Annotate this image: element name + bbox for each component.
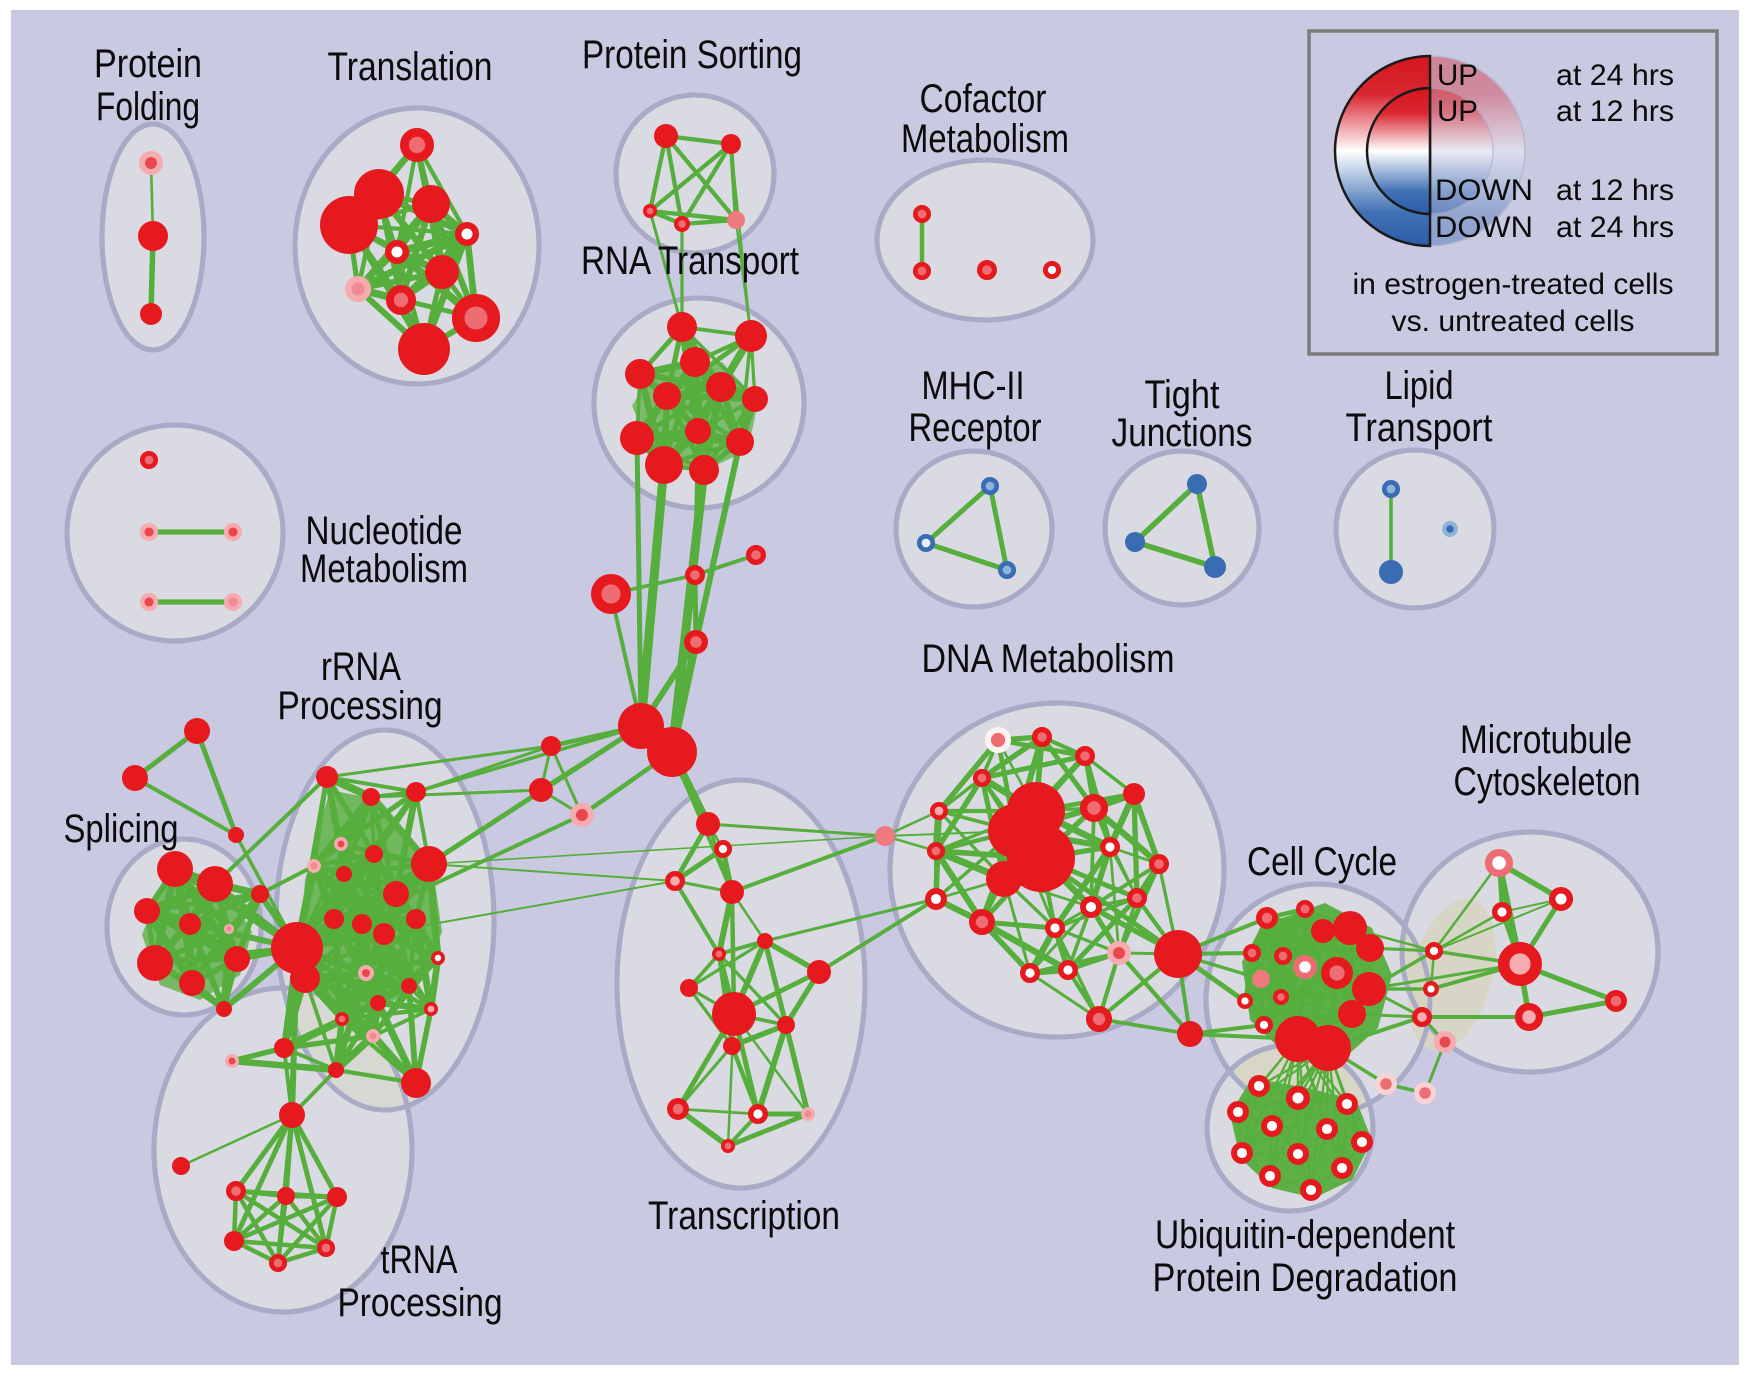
svg-text:Translation: Translation [328,45,493,89]
svg-text:Metabolism: Metabolism [901,117,1069,161]
svg-text:Metabolism: Metabolism [300,547,468,591]
svg-text:MHC-II: MHC-II [922,364,1025,408]
svg-text:Processing: Processing [278,684,443,728]
svg-text:vs. untreated cells: vs. untreated cells [1392,305,1635,338]
svg-text:DOWN: DOWN [1435,174,1533,207]
svg-text:at 12 hrs: at 12 hrs [1556,95,1674,128]
svg-text:Cofactor: Cofactor [920,77,1047,121]
svg-text:Folding: Folding [96,85,200,129]
svg-text:DNA Metabolism: DNA Metabolism [922,637,1175,681]
svg-text:Protein: Protein [94,42,202,86]
svg-text:Cytoskeleton: Cytoskeleton [1454,760,1641,804]
svg-text:DOWN: DOWN [1435,211,1533,244]
svg-text:Lipid: Lipid [1385,364,1454,408]
svg-text:Receptor: Receptor [909,406,1042,450]
svg-text:UP: UP [1437,59,1478,92]
svg-text:Cell Cycle: Cell Cycle [1247,840,1397,884]
svg-text:Tight: Tight [1145,373,1220,417]
svg-text:at 24 hrs: at 24 hrs [1556,211,1674,244]
svg-text:rRNA: rRNA [321,645,401,689]
svg-text:Protein Degradation: Protein Degradation [1153,1256,1458,1300]
svg-text:at 24 hrs: at 24 hrs [1556,59,1674,92]
svg-text:Transport: Transport [1346,406,1493,450]
svg-text:at 12 hrs: at 12 hrs [1556,174,1674,207]
svg-text:Ubiquitin-dependent: Ubiquitin-dependent [1155,1213,1455,1257]
svg-text:Junctions: Junctions [1112,411,1253,455]
svg-text:Nucleotide: Nucleotide [306,509,463,553]
svg-text:Splicing: Splicing [64,807,179,851]
svg-text:RNA Transport: RNA Transport [581,239,799,283]
svg-text:Transcription: Transcription [648,1194,840,1238]
svg-text:UP: UP [1437,95,1478,128]
svg-text:Processing: Processing [338,1281,503,1325]
svg-text:tRNA: tRNA [381,1238,458,1282]
svg-text:Protein Sorting: Protein Sorting [582,33,802,77]
svg-text:in estrogen-treated cells: in estrogen-treated cells [1353,268,1674,301]
svg-text:Microtubule: Microtubule [1460,718,1632,762]
